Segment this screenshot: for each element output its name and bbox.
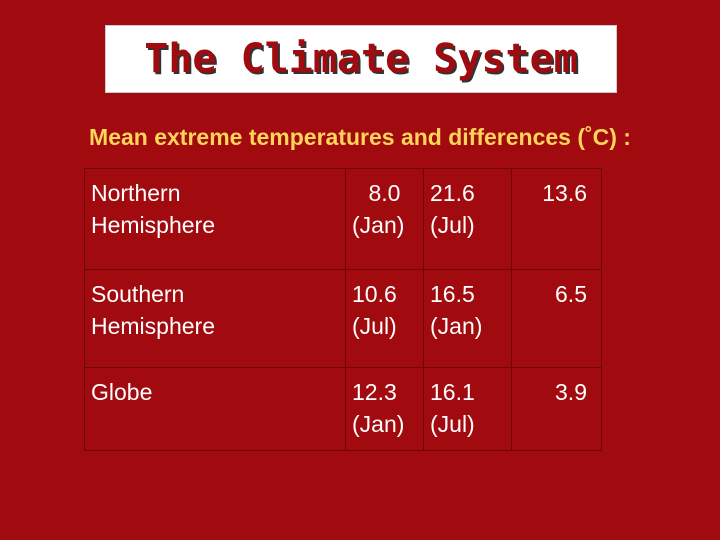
region-cell: Globe: [84, 367, 346, 451]
min-temp-cell: 10.6 (Jul): [345, 269, 424, 368]
difference-cell: 3.9: [511, 367, 602, 451]
table-row-southern: Southern Hemisphere 10.6 (Jul) 16.5 (Jan…: [84, 269, 602, 368]
difference-cell: 13.6: [511, 168, 602, 270]
region-label-line: Hemisphere: [91, 212, 215, 238]
slide-title: The Climate System: [144, 36, 578, 82]
min-temp-month: (Jul): [352, 313, 397, 339]
max-temp-cell: 21.6 (Jul): [423, 168, 512, 270]
min-temp-month: (Jan): [352, 212, 405, 238]
title-box: The Climate System: [105, 25, 617, 93]
difference-value: 6.5: [555, 281, 587, 307]
max-temp-month: (Jul): [430, 411, 475, 437]
min-temp-cell: 12.3 (Jan): [345, 367, 424, 451]
max-temp-cell: 16.1 (Jul): [423, 367, 512, 451]
region-cell: Southern Hemisphere: [84, 269, 346, 368]
temperature-table: Northern Hemisphere 8.0 (Jan) 21.6 (Jul)…: [84, 168, 602, 451]
max-temp-cell: 16.5 (Jan): [423, 269, 512, 368]
table-row-globe: Globe 12.3 (Jan) 16.1 (Jul) 3.9: [84, 367, 602, 451]
slide-subtitle: Mean extreme temperatures and difference…: [89, 124, 631, 150]
region-label-line: Hemisphere: [91, 313, 215, 339]
max-temp-value: 16.5: [430, 281, 475, 307]
region-label-line: Southern: [91, 281, 185, 307]
min-temp-value: 8.0: [368, 180, 401, 206]
table-row-northern: Northern Hemisphere 8.0 (Jan) 21.6 (Jul)…: [84, 168, 602, 270]
difference-value: 3.9: [555, 379, 587, 405]
min-temp-cell: 8.0 (Jan): [345, 168, 424, 270]
max-temp-month: (Jul): [430, 212, 475, 238]
min-temp-value: 10.6: [352, 281, 397, 307]
min-temp-value: 12.3: [352, 379, 397, 405]
region-label-line: Northern: [91, 180, 181, 206]
difference-cell: 6.5: [511, 269, 602, 368]
min-temp-month: (Jan): [352, 411, 405, 437]
difference-value: 13.6: [542, 180, 587, 206]
region-label-line: Globe: [91, 379, 153, 405]
max-temp-value: 16.1: [430, 379, 475, 405]
region-cell: Northern Hemisphere: [84, 168, 346, 270]
max-temp-month: (Jan): [430, 313, 483, 339]
max-temp-value: 21.6: [430, 180, 475, 206]
